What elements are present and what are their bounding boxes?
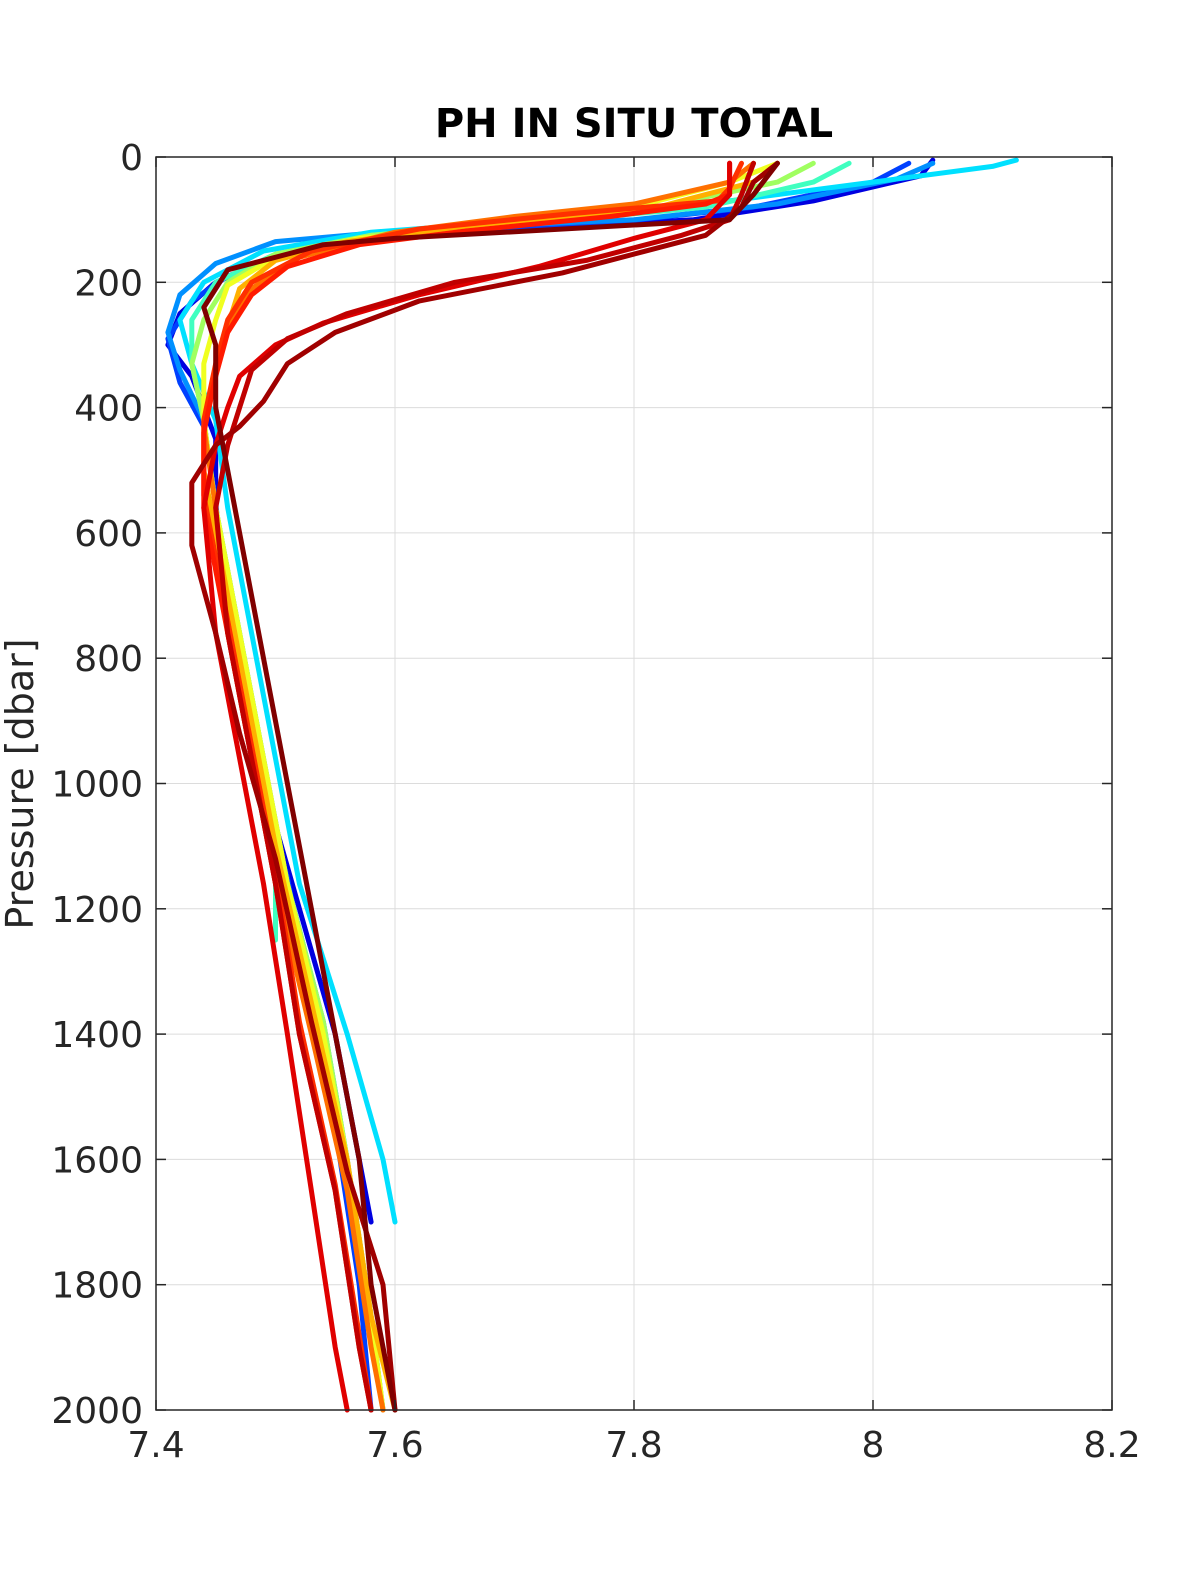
x-tick-label: 7.4 — [127, 1425, 184, 1466]
y-tick-label: 0 — [120, 138, 143, 179]
y-tick-label: 600 — [74, 514, 143, 555]
series-layer — [165, 157, 1019, 1413]
tick-labels: 7.4 7.6 7.8 8 8.2 0 200 400 600 800 1000 1200 1400 16… — [51, 138, 1140, 1466]
chart-title: PH IN SITU TOTAL — [435, 101, 833, 147]
y-tick-label: 1800 — [51, 1266, 143, 1307]
series-line-13 — [213, 160, 756, 1413]
y-tick-label: 1400 — [51, 1015, 143, 1056]
x-tick-label: 7.8 — [605, 1425, 662, 1466]
y-tick-label: 1600 — [51, 1140, 143, 1181]
y-tick-label: 1000 — [51, 765, 143, 806]
series-line-12 — [201, 160, 733, 1413]
y-tick-label: 200 — [74, 263, 143, 304]
series-line-10 — [201, 160, 744, 1413]
y-tick-label: 400 — [74, 389, 143, 430]
x-tick-label: 7.6 — [366, 1425, 423, 1466]
x-tick-label: 8 — [862, 1425, 885, 1466]
y-tick-label: 2000 — [51, 1391, 143, 1432]
y-axis-label: Pressure [dbar] — [0, 638, 42, 929]
ticks — [155, 156, 1113, 1411]
x-tick-label: 8.2 — [1083, 1425, 1140, 1466]
y-tick-label: 800 — [74, 639, 143, 680]
series-line-15 — [201, 160, 780, 1413]
y-tick-label: 1200 — [51, 890, 143, 931]
series-line-14 — [189, 160, 780, 1413]
